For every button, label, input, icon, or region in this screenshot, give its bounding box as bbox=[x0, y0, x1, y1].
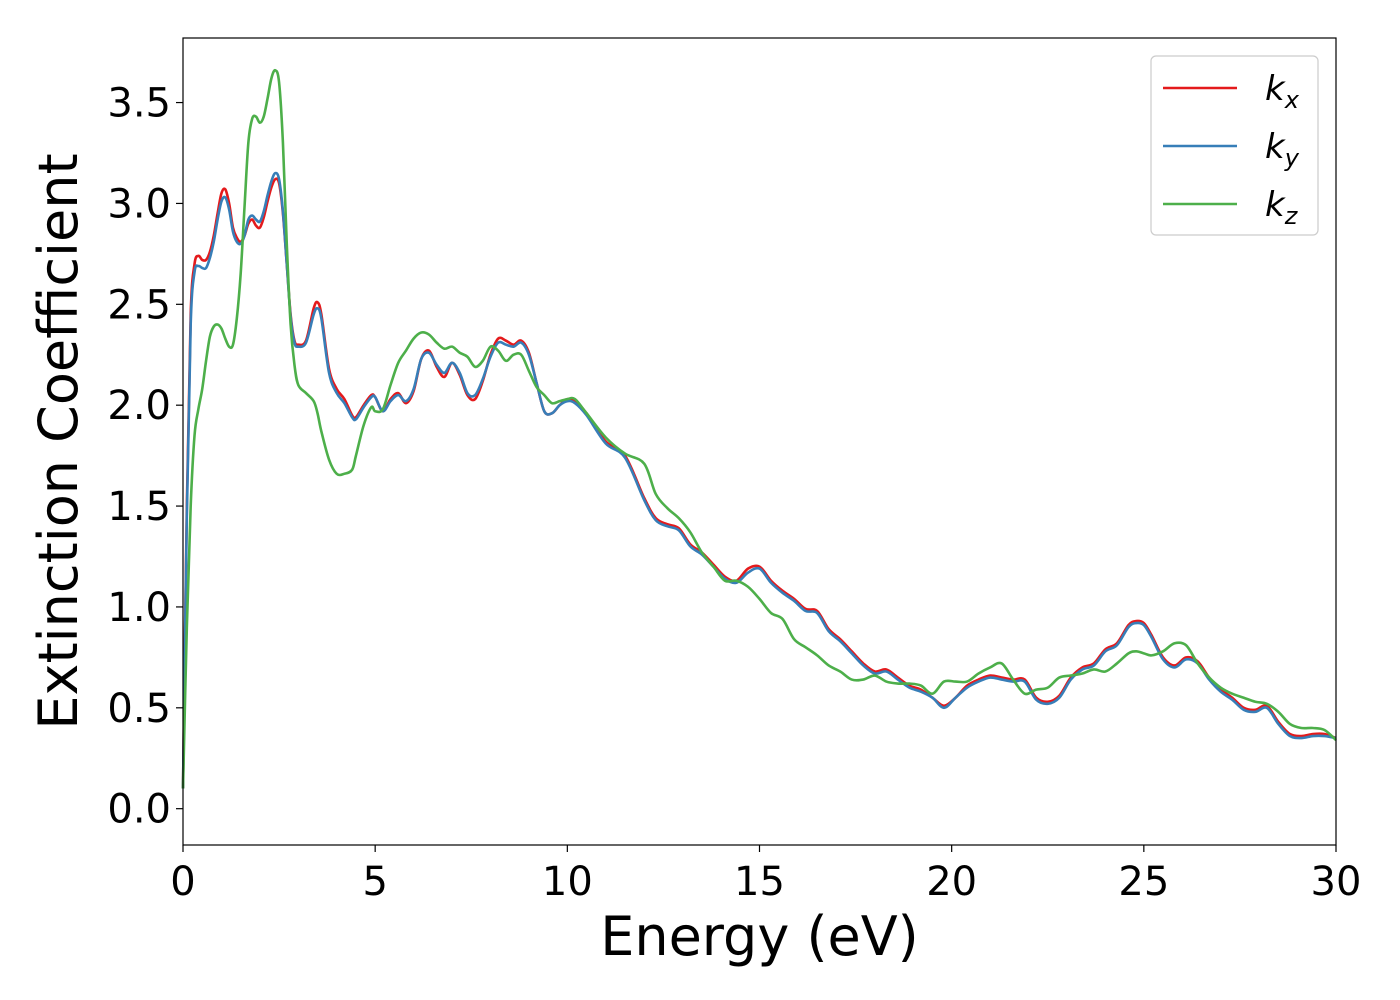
y-tick-label: 0.5 bbox=[107, 686, 171, 732]
legend-label-kx: kx bbox=[1265, 69, 1300, 114]
y-tick-label: 3.5 bbox=[107, 81, 171, 127]
y-axis-label: Extinction Coefficient bbox=[27, 153, 90, 729]
y-tick-label: 0.0 bbox=[107, 787, 171, 833]
y-tick-label: 1.0 bbox=[107, 585, 171, 631]
series-line-kz bbox=[181, 68, 1337, 789]
x-tick-label: 0 bbox=[170, 859, 195, 905]
x-tick-label: 5 bbox=[362, 859, 387, 905]
legend-label-ky: ky bbox=[1265, 127, 1300, 172]
x-tick-label: 30 bbox=[1311, 859, 1362, 905]
ticks-layer: 0 5 10 15 20 25 30 0.0 0.5 1.0 1.5 2.0 2.5 3.0 3.5 bbox=[107, 81, 1361, 905]
series-line-kx bbox=[181, 177, 1337, 789]
series-line-ky bbox=[181, 171, 1337, 789]
x-axis-label: Energy (eV) bbox=[600, 905, 919, 968]
x-tick-label: 15 bbox=[734, 859, 785, 905]
legend-label-kz: kz bbox=[1265, 185, 1299, 230]
y-tick-label: 2.0 bbox=[107, 383, 171, 429]
y-tick-label: 1.5 bbox=[107, 484, 171, 530]
x-tick-label: 25 bbox=[1118, 859, 1169, 905]
y-tick-label: 3.0 bbox=[107, 181, 171, 227]
series-layer bbox=[181, 68, 1337, 789]
x-tick-label: 10 bbox=[542, 859, 593, 905]
legend: kx ky kz bbox=[1150, 55, 1319, 236]
y-tick-label: 2.5 bbox=[107, 282, 171, 328]
x-tick-label: 20 bbox=[926, 859, 977, 905]
